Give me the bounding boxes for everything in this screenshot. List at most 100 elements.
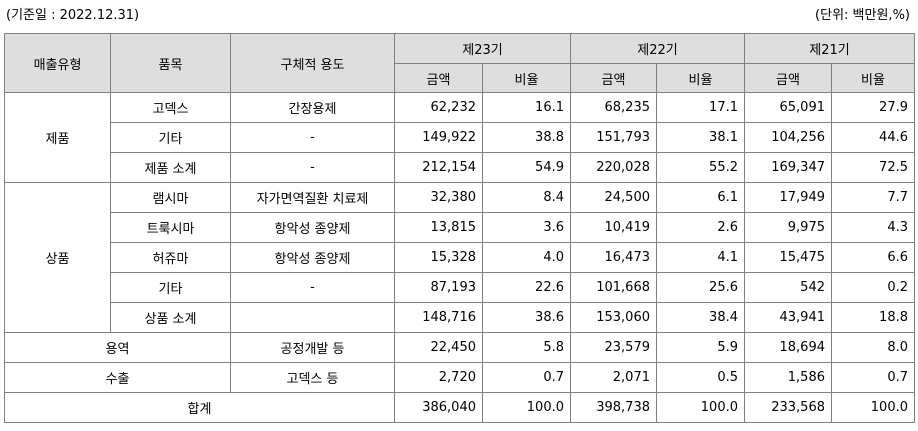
header-ratio: 비율: [656, 63, 745, 93]
amount-cell: 149,922: [394, 122, 483, 153]
amount-cell: 398,738: [570, 392, 657, 423]
ratio-cell: 5.9: [656, 332, 745, 363]
item-cell: 허쥬마: [110, 242, 231, 273]
total-row: 합계 386,040 100.0 398,738 100.0 233,568 1…: [4, 392, 915, 423]
amount-cell: 153,060: [570, 302, 657, 333]
usage-cell: [230, 302, 395, 333]
ratio-cell: 44.6: [831, 122, 915, 153]
ratio-cell: 0.5: [656, 362, 745, 393]
ratio-cell: 55.2: [656, 152, 745, 183]
type-cell: 제품: [4, 92, 111, 183]
amount-cell: 233,568: [744, 392, 832, 423]
amount-cell: 386,040: [394, 392, 483, 423]
header-amount: 금액: [570, 63, 657, 93]
ratio-cell: 18.8: [831, 302, 915, 333]
ratio-cell: 0.7: [831, 362, 915, 393]
amount-cell: 542: [744, 272, 832, 303]
amount-cell: 62,232: [394, 92, 483, 123]
item-cell: 기타: [110, 272, 231, 303]
amount-cell: 2,720: [394, 362, 483, 393]
amount-cell: 13,815: [394, 212, 483, 243]
usage-cell: 고덱스 등: [230, 362, 395, 393]
ratio-cell: 3.6: [482, 212, 571, 243]
amount-cell: 43,941: [744, 302, 832, 333]
amount-cell: 17,949: [744, 182, 832, 213]
type-cell: 수출: [4, 362, 231, 393]
amount-cell: 151,793: [570, 122, 657, 153]
usage-cell: -: [230, 272, 395, 303]
ratio-cell: 38.1: [656, 122, 745, 153]
type-cell: 상품: [4, 182, 111, 333]
amount-cell: 68,235: [570, 92, 657, 123]
amount-cell: 148,716: [394, 302, 483, 333]
amount-cell: 32,380: [394, 182, 483, 213]
ratio-cell: 7.7: [831, 182, 915, 213]
header-usage: 구체적 용도: [230, 33, 395, 93]
ratio-cell: 6.6: [831, 242, 915, 273]
table-row: 제품 소계 - 212,154 54.9 220,028 55.2 169,34…: [5, 152, 915, 183]
amount-cell: 15,475: [744, 242, 832, 273]
usage-cell: -: [230, 152, 395, 183]
table-row: 수출 고덱스 등 2,720 0.7 2,071 0.5 1,586 0.7: [4, 362, 915, 393]
header-ratio: 비율: [482, 63, 571, 93]
header-item: 품목: [110, 33, 231, 93]
amount-cell: 104,256: [744, 122, 832, 153]
amount-cell: 24,500: [570, 182, 657, 213]
usage-cell: 간장용제: [230, 92, 395, 123]
amount-cell: 18,694: [744, 332, 832, 363]
header-period-21: 제21기: [744, 33, 915, 64]
ratio-cell: 100.0: [482, 392, 571, 423]
amount-cell: 87,193: [394, 272, 483, 303]
type-cell: 용역: [4, 332, 231, 363]
ratio-cell: 72.5: [831, 152, 915, 183]
ratio-cell: 38.4: [656, 302, 745, 333]
ratio-cell: 0.7: [482, 362, 571, 393]
item-cell: 기타: [110, 122, 231, 153]
item-cell: 램시마: [110, 182, 231, 213]
ratio-cell: 0.2: [831, 272, 915, 303]
item-cell: 상품 소계: [110, 302, 231, 333]
amount-cell: 1,586: [744, 362, 832, 393]
sales-table: 매출유형 품목 구체적 용도 제23기 제22기 제21기 금액 비율 금액 비…: [4, 33, 915, 423]
base-date-note: (기준일 : 2022.12.31): [6, 8, 140, 23]
table-row: 트룩시마 항악성 종양제 13,815 3.6 10,419 2.6 9,975…: [5, 212, 915, 243]
amount-cell: 23,579: [570, 332, 657, 363]
usage-cell: 공정개발 등: [230, 332, 395, 363]
ratio-cell: 6.1: [656, 182, 745, 213]
item-cell: 제품 소계: [110, 152, 231, 183]
ratio-cell: 8.0: [831, 332, 915, 363]
amount-cell: 10,419: [570, 212, 657, 243]
item-cell: 고덱스: [110, 92, 231, 123]
table-row: 허쥬마 항악성 종양제 15,328 4.0 16,473 4.1 15,475…: [5, 242, 915, 273]
table-row: 상품 소계 148,716 38.6 153,060 38.4 43,941 1…: [5, 302, 915, 333]
ratio-cell: 100.0: [656, 392, 745, 423]
usage-cell: -: [230, 122, 395, 153]
amount-cell: 169,347: [744, 152, 832, 183]
amount-cell: 16,473: [570, 242, 657, 273]
ratio-cell: 100.0: [831, 392, 915, 423]
table-row: 상품 램시마 자가면역질환 치료제 32,380 8.4 24,500 6.1 …: [4, 182, 915, 333]
ratio-cell: 27.9: [831, 92, 915, 123]
header-period-23: 제23기: [394, 33, 571, 64]
usage-cell: 항악성 종양제: [230, 212, 395, 243]
amount-cell: 22,450: [394, 332, 483, 363]
header-period-22: 제22기: [570, 33, 745, 64]
table-row: 제품 고덱스 간장용제 62,232 16.1 68,235 17.1 65,0…: [4, 92, 915, 183]
amount-cell: 2,071: [570, 362, 657, 393]
amount-cell: 101,668: [570, 272, 657, 303]
table-row: 기타 - 149,922 38.8 151,793 38.1 104,256 4…: [5, 122, 915, 153]
ratio-cell: 54.9: [482, 152, 571, 183]
total-label: 합계: [4, 392, 395, 423]
ratio-cell: 22.6: [482, 272, 571, 303]
header-amount: 금액: [394, 63, 483, 93]
table-row: 기타 - 87,193 22.6 101,668 25.6 542 0.2: [5, 272, 915, 303]
ratio-cell: 17.1: [656, 92, 745, 123]
item-cell: 트룩시마: [110, 212, 231, 243]
amount-cell: 65,091: [744, 92, 832, 123]
amount-cell: 9,975: [744, 212, 832, 243]
amount-cell: 212,154: [394, 152, 483, 183]
ratio-cell: 4.1: [656, 242, 745, 273]
ratio-cell: 4.3: [831, 212, 915, 243]
header-type: 매출유형: [4, 33, 111, 93]
usage-cell: 항악성 종양제: [230, 242, 395, 273]
